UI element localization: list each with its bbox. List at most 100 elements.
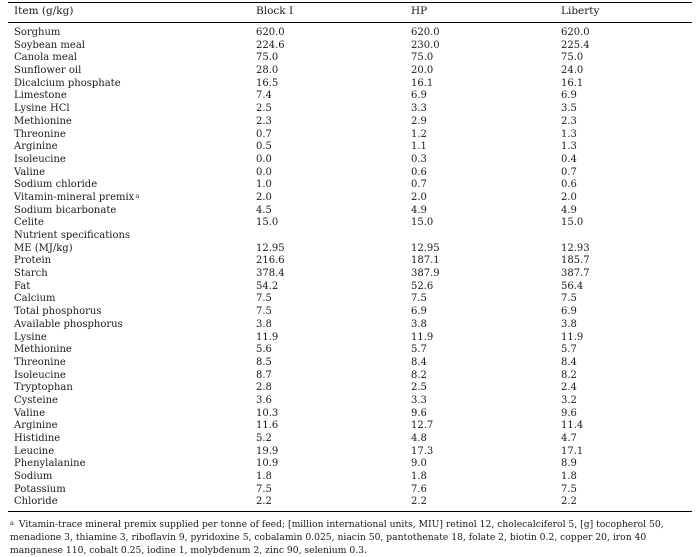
row-label: Starch [14,268,48,280]
cell-value: 1.2 [411,128,427,140]
cell-value: 0.5 [256,141,272,153]
table-row: Calcium 7.5 7.5 7.5 [0,293,700,306]
cell-value: 4.9 [561,204,577,216]
table-row: Valine 0.0 0.6 0.7 [0,167,700,180]
row-label: Celite [14,217,44,229]
cell-value: 2.0 [411,191,427,203]
header-liberty: Liberty [561,5,600,17]
cell-value: 2.0 [256,191,272,203]
table-row: Threonine 8.5 8.4 8.4 [0,357,700,370]
cell-value: 16.1 [561,77,584,89]
cell-value: 1.3 [561,128,577,140]
row-label: Available phosphorus [14,318,123,330]
cell-value: 0.3 [411,153,427,165]
table-row: Valine 10.3 9.6 9.6 [0,408,700,421]
cell-value: 10.9 [256,458,279,470]
table-row: Phenylalanine 10.9 9.0 8.9 [0,458,700,471]
cell-value: 2.4 [561,382,577,394]
cell-value: 9.0 [411,458,427,470]
row-label: Leucine [14,445,55,457]
table-top-rule [8,2,692,3]
cell-value: 2.0 [561,191,577,203]
cell-value: 230.0 [411,39,440,51]
cell-value: 15.0 [411,217,434,229]
cell-value: 3.8 [411,318,427,330]
row-label: Valine [14,407,46,419]
row-label: Vitamin-mineral premixa [14,191,140,203]
row-label: Nutrient specifications [14,230,131,241]
cell-value: 12.7 [411,420,434,432]
cell-value: 8.9 [561,458,577,470]
header-block-i: Block I [256,5,294,17]
cell-value: 5.6 [256,344,272,356]
cell-value: 3.6 [256,394,272,406]
table-row: Threonine 0.7 1.2 1.3 [0,129,700,142]
table-row: Methionine 2.3 2.9 2.3 [0,116,700,129]
cell-value: 6.9 [411,90,427,102]
cell-value: 3.2 [561,394,577,406]
cell-value: 9.6 [561,407,577,419]
cell-value: 187.1 [411,255,440,267]
row-label: Sunflower oil [14,65,82,77]
row-label: Methionine [14,344,72,356]
header-item: Item (g/kg) [14,5,74,17]
cell-value: 3.3 [411,394,427,406]
cell-value: 2.5 [256,103,272,115]
header-hp: HP [411,5,428,17]
cell-value: 8.5 [256,356,272,368]
cell-value: 17.3 [411,445,434,457]
cell-value: 7.4 [256,90,272,102]
cell-value: 20.0 [411,65,434,77]
table-row: Lysine 11.9 11.9 11.9 [0,332,700,345]
cell-value: 75.0 [561,52,584,64]
row-label: Histidine [14,433,61,444]
cell-value: 1.8 [256,471,272,483]
cell-value: 11.9 [411,331,434,343]
cell-value: 5.7 [561,344,577,356]
cell-value: 10.3 [256,407,279,419]
cell-value: 0.7 [561,166,577,178]
row-label: Canola meal [14,52,77,64]
cell-value: 387.9 [411,268,440,280]
cell-value: 16.1 [411,77,434,89]
table-row: Cysteine 3.6 3.3 3.2 [0,395,700,408]
table-header-rule [8,22,692,23]
cell-value: 378.4 [256,268,285,280]
row-label: Sodium bicarbonate [14,204,117,216]
cell-value: 7.5 [256,483,272,495]
cell-value: 224.6 [256,39,285,51]
cell-value: 11.9 [256,331,279,343]
cell-value: 1.1 [411,141,427,153]
cell-value: 3.8 [256,318,272,330]
cell-value: 16.5 [256,77,279,89]
cell-value: 28.0 [256,65,279,77]
row-label: ME (MJ/kg) [14,242,73,254]
table-row: Sodium 1.8 1.8 1.8 [0,471,700,484]
table-row: Isoleucine 0.0 0.3 0.4 [0,154,700,167]
cell-value: 54.2 [256,280,279,292]
cell-value: 7.5 [256,293,272,305]
cell-value: 1.8 [561,471,577,483]
cell-value: 12.93 [561,242,590,254]
cell-value: 7.5 [411,293,427,305]
table-row: Sodium bicarbonate 4.5 4.9 4.9 [0,205,700,218]
row-label: Arginine [14,420,58,432]
cell-value: 75.0 [256,52,279,64]
cell-value: 1.8 [411,471,427,483]
table-row: Total phosphorus 7.5 6.9 6.9 [0,306,700,319]
table-body: Sorghum 620.0 620.0 620.0 Soybean meal 224.6 2… [0,27,700,509]
row-label: Sodium chloride [14,179,98,191]
cell-value: 56.4 [561,280,584,292]
table-row: Isoleucine 8.7 8.2 8.2 [0,370,700,383]
cell-value: 4.9 [411,204,427,216]
cell-value: 2.2 [561,496,577,508]
cell-value: 620.0 [561,27,590,38]
row-label: Lysine [14,331,47,343]
row-label: Tryptophan [14,382,73,394]
cell-value: 2.3 [256,115,272,127]
cell-value: 0.6 [411,166,427,178]
cell-value: 4.8 [411,433,427,444]
table-row: Starch 378.4 387.9 387.7 [0,268,700,281]
cell-value: 5.2 [256,433,272,444]
